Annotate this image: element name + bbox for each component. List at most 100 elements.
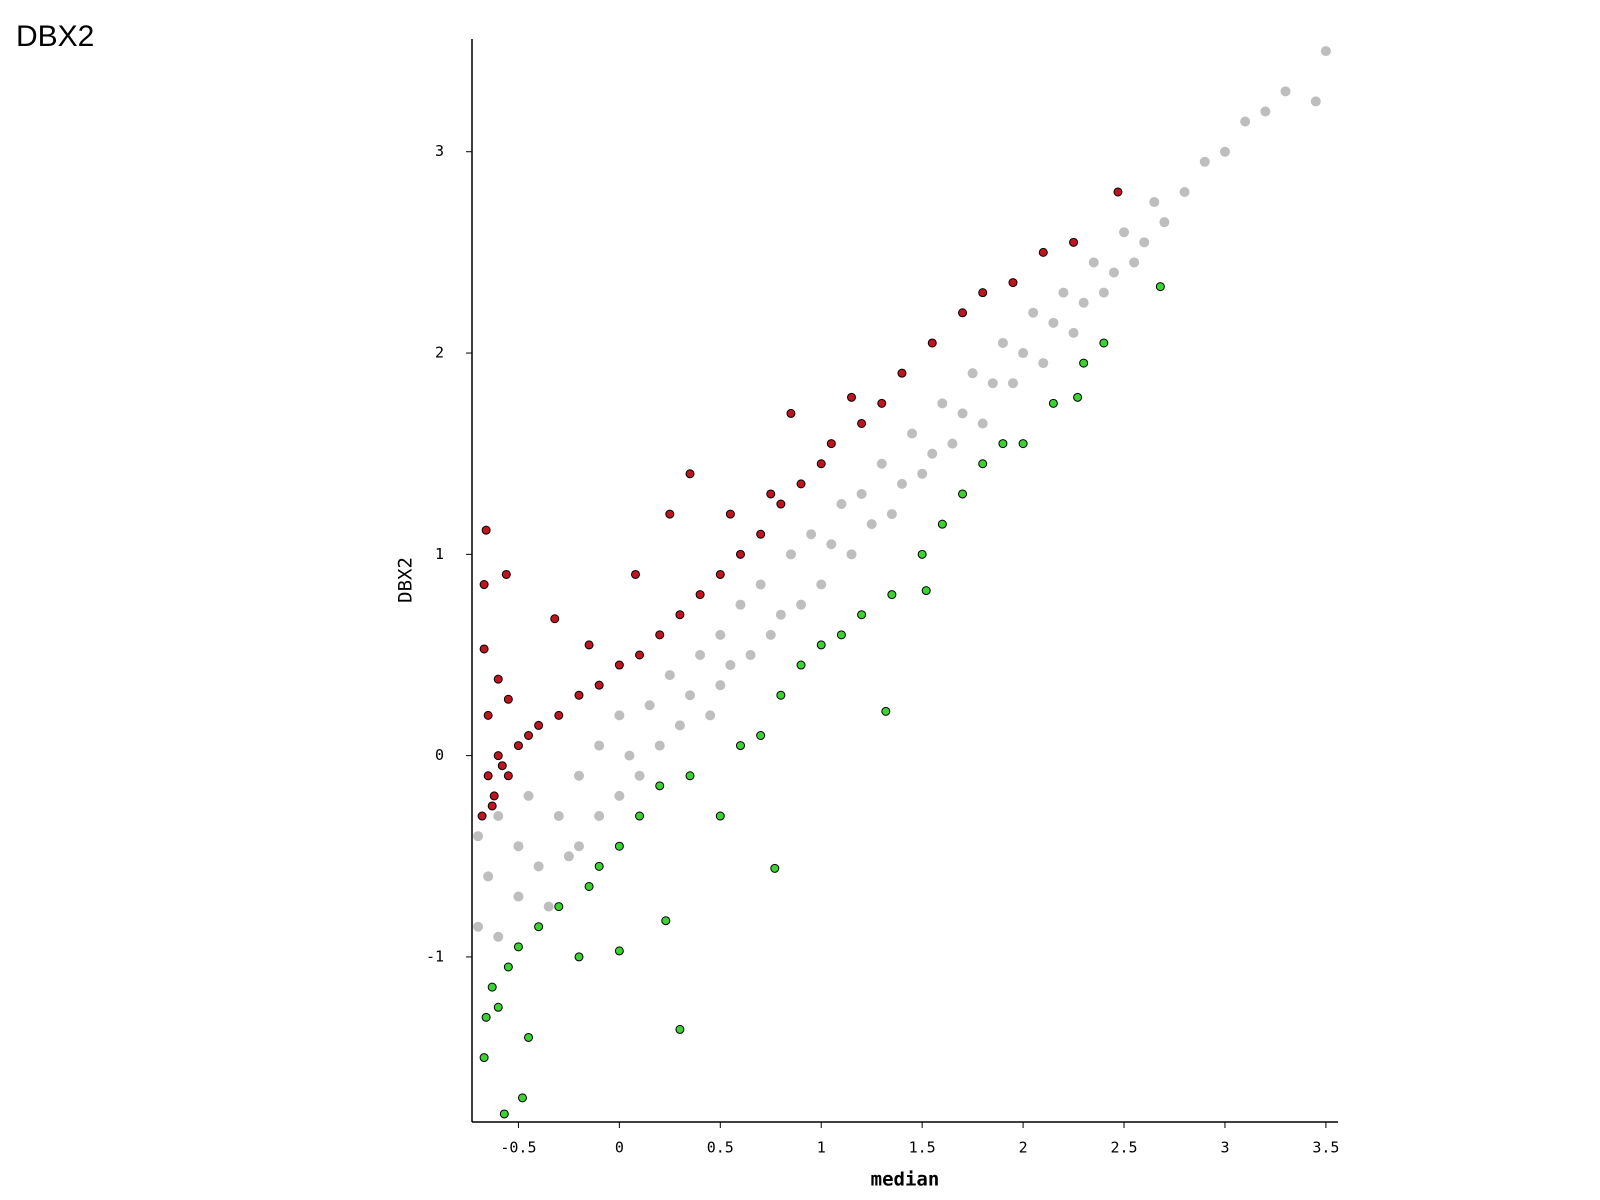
point (487, 801, 497, 811)
point (927, 448, 938, 459)
point (513, 891, 524, 902)
point (1219, 146, 1230, 157)
point (715, 569, 725, 579)
point (655, 781, 665, 791)
point (665, 509, 675, 519)
point (493, 811, 504, 822)
point (978, 459, 988, 469)
point (806, 529, 817, 540)
point (725, 660, 736, 671)
y-tick-label: 0 (435, 746, 444, 764)
point (477, 811, 487, 821)
point (631, 569, 641, 579)
point (857, 610, 867, 620)
point (614, 841, 624, 851)
point (487, 982, 497, 992)
point (775, 609, 786, 620)
point (517, 1093, 527, 1103)
point (1280, 86, 1291, 97)
point (661, 916, 671, 926)
point (877, 398, 887, 408)
x-tick-label: 1.5 (909, 1139, 936, 1157)
point (715, 629, 726, 640)
point (553, 811, 564, 822)
point (1108, 267, 1119, 278)
point (685, 690, 696, 701)
point (896, 478, 907, 489)
point (1048, 317, 1059, 328)
point (1113, 187, 1123, 197)
point (635, 650, 645, 660)
point (1007, 378, 1018, 389)
x-tick-label: 3 (1220, 1139, 1229, 1157)
point (664, 670, 675, 681)
point (1098, 287, 1109, 298)
point (1048, 398, 1058, 408)
point (685, 469, 695, 479)
y-tick-label: -1 (426, 947, 444, 965)
point (594, 680, 604, 690)
point (745, 649, 756, 660)
point (534, 922, 544, 932)
point (594, 811, 605, 822)
point (594, 861, 604, 871)
point (705, 710, 716, 721)
point (826, 439, 836, 449)
y-tick-label: 3 (435, 142, 444, 160)
point (917, 549, 927, 559)
point (785, 549, 796, 560)
point (674, 720, 685, 731)
point (756, 731, 766, 741)
x-tick-label: 1 (817, 1139, 826, 1157)
point (534, 720, 544, 730)
point (1038, 247, 1048, 257)
point (1099, 338, 1109, 348)
point (554, 710, 564, 720)
point (755, 579, 766, 590)
point (977, 418, 988, 429)
point (614, 710, 625, 721)
point (1018, 439, 1028, 449)
point (776, 690, 786, 700)
y-tick-label: 2 (435, 344, 444, 362)
point (826, 539, 837, 550)
point (756, 529, 766, 539)
point (816, 459, 826, 469)
x-tick-label: 3.5 (1312, 1139, 1339, 1157)
point (473, 921, 484, 932)
point (1079, 358, 1089, 368)
point (776, 499, 786, 509)
point (614, 946, 624, 956)
point (563, 851, 574, 862)
point (533, 861, 544, 872)
point (483, 771, 493, 781)
point (634, 770, 645, 781)
y-axis-label: DBX2 (395, 557, 417, 603)
point (501, 569, 511, 579)
x-tick-label: 0.5 (707, 1139, 734, 1157)
point (493, 931, 504, 942)
point (479, 580, 489, 590)
point (997, 337, 1008, 348)
point (958, 308, 968, 318)
point (524, 731, 534, 741)
point (725, 509, 735, 519)
point (937, 398, 948, 409)
point (735, 599, 746, 610)
point (886, 509, 897, 520)
point (574, 952, 584, 962)
point (644, 700, 655, 711)
point (715, 680, 726, 691)
point (1149, 197, 1160, 208)
point (921, 586, 931, 596)
point (483, 710, 493, 720)
point (655, 630, 665, 640)
point (1155, 282, 1165, 292)
point (796, 660, 806, 670)
point (543, 901, 554, 912)
point (937, 519, 947, 529)
point (876, 458, 887, 469)
point (1068, 327, 1079, 338)
point (1310, 96, 1321, 107)
x-tick-label: -0.5 (500, 1139, 536, 1157)
